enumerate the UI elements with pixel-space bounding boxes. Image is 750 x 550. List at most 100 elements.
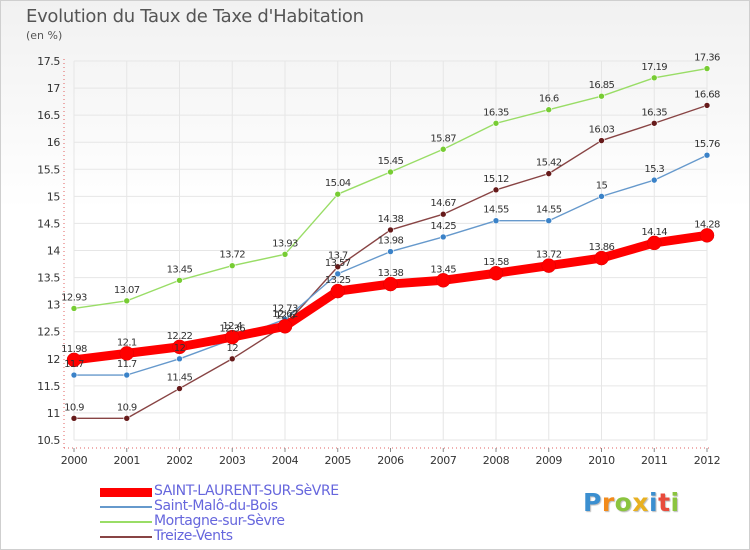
data-label: 15.76	[694, 139, 720, 150]
data-point	[598, 92, 605, 100]
data-label: 13.72	[536, 250, 562, 261]
data-point	[699, 228, 715, 243]
data-point	[703, 65, 711, 72]
y-tick-label: 14.5	[37, 217, 60, 230]
data-label: 17.36	[694, 53, 720, 64]
data-label: 14.14	[641, 227, 667, 238]
data-label: 13.72	[219, 250, 245, 261]
y-tick-label: 15.5	[37, 163, 60, 176]
x-tick-label: 2005	[325, 454, 352, 467]
data-label: 12.4	[222, 321, 242, 332]
data-label: 12.22	[167, 331, 193, 342]
data-label: 13.45	[167, 264, 193, 275]
logo-letter: i	[670, 488, 680, 517]
logo-letter: x	[632, 488, 649, 517]
data-label: 15.12	[483, 174, 509, 185]
x-tick-label: 2008	[483, 454, 510, 467]
y-tick-label: 16.5	[37, 109, 60, 122]
y-tick-label: 15	[47, 190, 61, 203]
data-point	[330, 283, 345, 299]
data-point	[703, 102, 711, 109]
data-point	[594, 250, 609, 266]
y-tick-label: 10.5	[37, 434, 60, 447]
data-point	[439, 233, 447, 241]
data-label: 16.35	[483, 107, 509, 118]
data-point	[439, 145, 447, 153]
y-tick-label: 14	[47, 245, 61, 258]
legend-label: SAINT-LAURENT-SUR-SèVRE	[154, 483, 339, 499]
data-point	[598, 137, 605, 144]
chart-unit: (en %)	[26, 29, 63, 42]
data-label: 13.98	[378, 236, 404, 247]
data-point	[123, 297, 131, 305]
data-point	[545, 217, 553, 225]
logo-letter: o	[614, 488, 633, 517]
data-label: 12.62	[272, 309, 298, 320]
data-label: 14.55	[483, 205, 509, 216]
series-2	[70, 65, 711, 312]
data-point	[123, 415, 131, 422]
data-label: 12	[226, 343, 238, 354]
data-point	[488, 265, 504, 281]
data-label: 12.1	[117, 337, 137, 348]
data-label: 13.25	[325, 275, 351, 286]
data-point	[119, 346, 134, 361]
data-point	[387, 168, 394, 176]
series-3	[70, 102, 711, 422]
data-point	[387, 226, 394, 234]
x-tick-label: 2006	[377, 454, 404, 467]
y-tick-label: 16	[47, 136, 61, 149]
data-point	[383, 276, 398, 292]
data-label: 17.19	[641, 62, 667, 73]
data-label: 15.87	[430, 133, 456, 144]
data-point	[228, 262, 236, 269]
data-point	[436, 273, 451, 288]
y-tick-label: 11	[47, 407, 60, 420]
data-label: 10.9	[117, 402, 137, 413]
data-label: 12.93	[61, 292, 87, 303]
x-tick-label: 2009	[536, 454, 563, 467]
y-tick-label: 12.5	[37, 326, 60, 339]
data-label: 16.6	[539, 94, 559, 105]
data-label: 11.7	[64, 359, 84, 370]
x-tick-label: 2000	[61, 454, 88, 467]
data-point	[703, 151, 711, 159]
data-label: 12.36	[219, 323, 245, 334]
y-tick-label: 13.5	[37, 272, 60, 285]
legend-swatch	[100, 536, 152, 538]
data-point	[70, 305, 78, 312]
data-label: 13.93	[272, 238, 298, 249]
data-label: 12.6	[275, 310, 295, 321]
y-tick-label: 17	[47, 82, 61, 95]
data-label: 13.7	[328, 251, 348, 262]
data-label: 11.98	[61, 344, 87, 355]
axes: 10.5 11 11.5 12 12.5 13 13.5 14 14.5 15 15.5 16 16.5…	[37, 55, 721, 467]
logo-letter: P	[583, 488, 602, 517]
data-point	[650, 74, 658, 82]
x-tick-label: 2010	[588, 454, 615, 467]
data-label: 14.67	[430, 198, 456, 209]
data-point	[650, 119, 658, 127]
x-tick-label: 2001	[114, 454, 140, 467]
data-label: 13.45	[430, 264, 456, 275]
data-label: 14.25	[430, 221, 456, 232]
data-label: 16.35	[641, 107, 667, 118]
data-label: 14.38	[378, 214, 404, 225]
data-point	[176, 276, 183, 284]
data-point	[545, 170, 553, 177]
data-point	[334, 270, 342, 278]
data-label: 15.42	[536, 158, 562, 169]
x-tick-label: 2011	[641, 454, 667, 467]
data-point	[492, 119, 500, 127]
data-label: 13.07	[114, 285, 140, 296]
data-label: 13.86	[589, 242, 615, 253]
data-point	[647, 235, 662, 251]
data-label: 12	[174, 343, 186, 354]
data-point	[650, 176, 658, 184]
chart-title: Evolution du Taux de Taxe d'Habitation	[26, 6, 364, 27]
data-label: 13.38	[378, 268, 404, 279]
x-tick-label: 2004	[272, 454, 299, 467]
legend-swatch	[100, 521, 152, 523]
data-point	[123, 371, 131, 379]
